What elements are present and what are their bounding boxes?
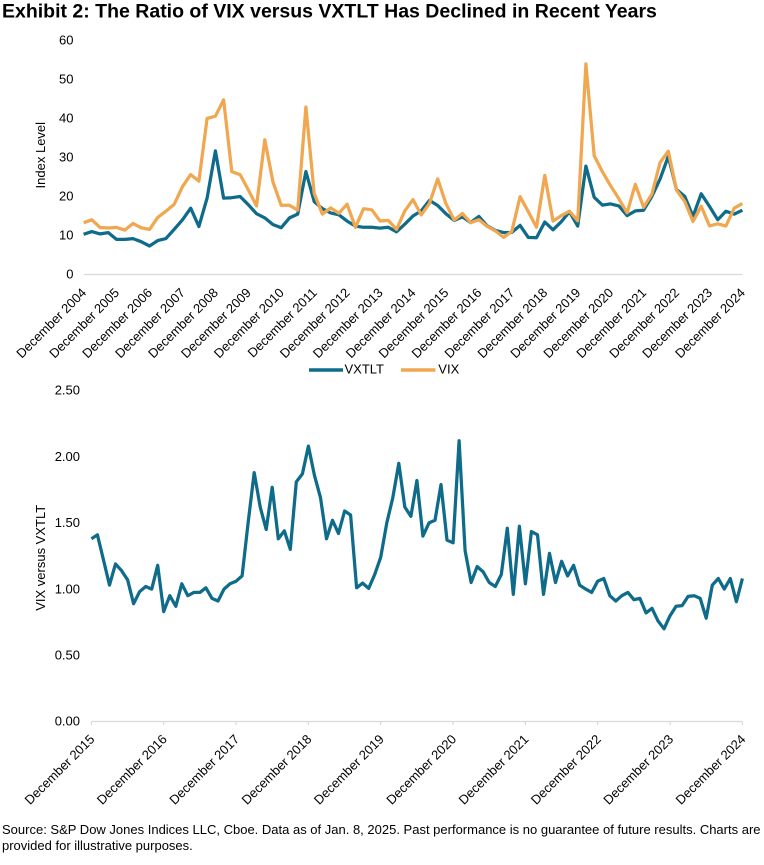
svg-text:2.50: 2.50 [55,383,80,398]
svg-text:40: 40 [59,110,73,125]
svg-text:50: 50 [59,71,73,86]
svg-text:0: 0 [66,266,73,281]
svg-text:December 2020: December 2020 [383,732,459,808]
svg-text:60: 60 [59,32,73,47]
svg-text:0.00: 0.00 [55,714,80,729]
svg-text:Exhibit 2: The Ratio of VIX ve: Exhibit 2: The Ratio of VIX versus VXTLT… [2,1,657,23]
svg-text:2.00: 2.00 [55,449,80,464]
svg-text:0.50: 0.50 [55,648,80,663]
svg-text:VIX versus VXTLT: VIX versus VXTLT [33,505,48,611]
svg-text:December 2016: December 2016 [94,732,170,808]
svg-text:December 2023: December 2023 [600,732,676,808]
svg-text:December 2021: December 2021 [456,732,532,808]
svg-text:December 2024: December 2024 [673,732,749,808]
svg-text:December 2018: December 2018 [239,732,315,808]
svg-text:VIX: VIX [438,361,459,376]
svg-text:30: 30 [59,149,73,164]
svg-text:December 2019: December 2019 [311,732,387,808]
svg-text:1.50: 1.50 [55,515,80,530]
svg-text:1.00: 1.00 [55,581,80,596]
svg-text:Index Level: Index Level [33,122,48,189]
svg-text:VXTLT: VXTLT [345,361,385,376]
svg-text:10: 10 [59,227,73,242]
svg-text:December 2015: December 2015 [22,732,98,808]
svg-text:December 2017: December 2017 [166,732,242,808]
svg-text:Source: S&P Dow Jones Indices: Source: S&P Dow Jones Indices LLC, Cboe.… [2,822,761,837]
svg-text:provided for illustrative purp: provided for illustrative purposes. [2,838,193,853]
svg-text:December 2022: December 2022 [528,732,604,808]
svg-text:20: 20 [59,188,73,203]
